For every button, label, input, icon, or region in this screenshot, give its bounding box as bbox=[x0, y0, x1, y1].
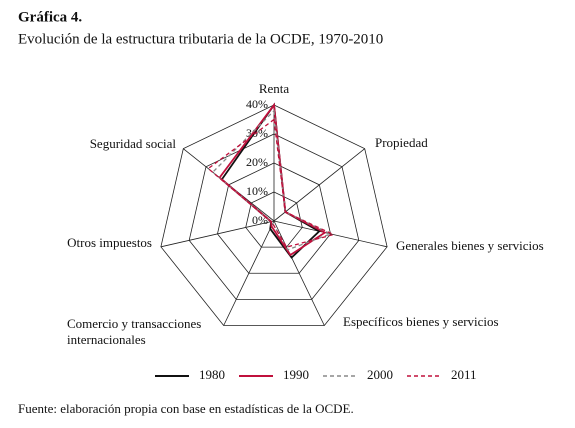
spoke bbox=[160, 220, 275, 248]
r-tick-label: 20% bbox=[246, 155, 268, 169]
category-label: Comercio y transacciones internacionales bbox=[67, 316, 201, 347]
category-label: Específicos bienes y servicios bbox=[343, 314, 499, 329]
source-note: Fuente: elaboración propia con base en e… bbox=[18, 401, 354, 416]
legend-label: 2000 bbox=[367, 367, 393, 382]
series-line bbox=[211, 109, 333, 251]
spoke bbox=[273, 148, 365, 222]
grid-ring bbox=[217, 162, 331, 274]
r-tick-label: 10% bbox=[246, 184, 268, 198]
legend-label: 2011 bbox=[451, 367, 477, 382]
category-label: Propiedad bbox=[375, 135, 428, 150]
grid-ring bbox=[188, 133, 360, 300]
category-label: Renta bbox=[259, 81, 290, 96]
spoke bbox=[223, 220, 275, 326]
chart-title: Gráfica 4. bbox=[18, 9, 82, 25]
series-line bbox=[207, 118, 336, 248]
grid-ring bbox=[245, 191, 303, 248]
legend-label: 1980 bbox=[199, 367, 225, 382]
legend-label: 1990 bbox=[283, 367, 309, 382]
spoke bbox=[273, 220, 325, 326]
grid-ring bbox=[160, 104, 388, 326]
r-tick-label: 0% bbox=[252, 213, 268, 227]
category-label: Otros impuestos bbox=[67, 235, 152, 250]
category-label: Generales bienes y servicios bbox=[396, 238, 544, 253]
r-tick-label: 40% bbox=[246, 97, 268, 111]
chart-subtitle: Evolución de la estructura tributaria de… bbox=[18, 31, 383, 47]
category-label: Seguridad social bbox=[90, 136, 177, 151]
